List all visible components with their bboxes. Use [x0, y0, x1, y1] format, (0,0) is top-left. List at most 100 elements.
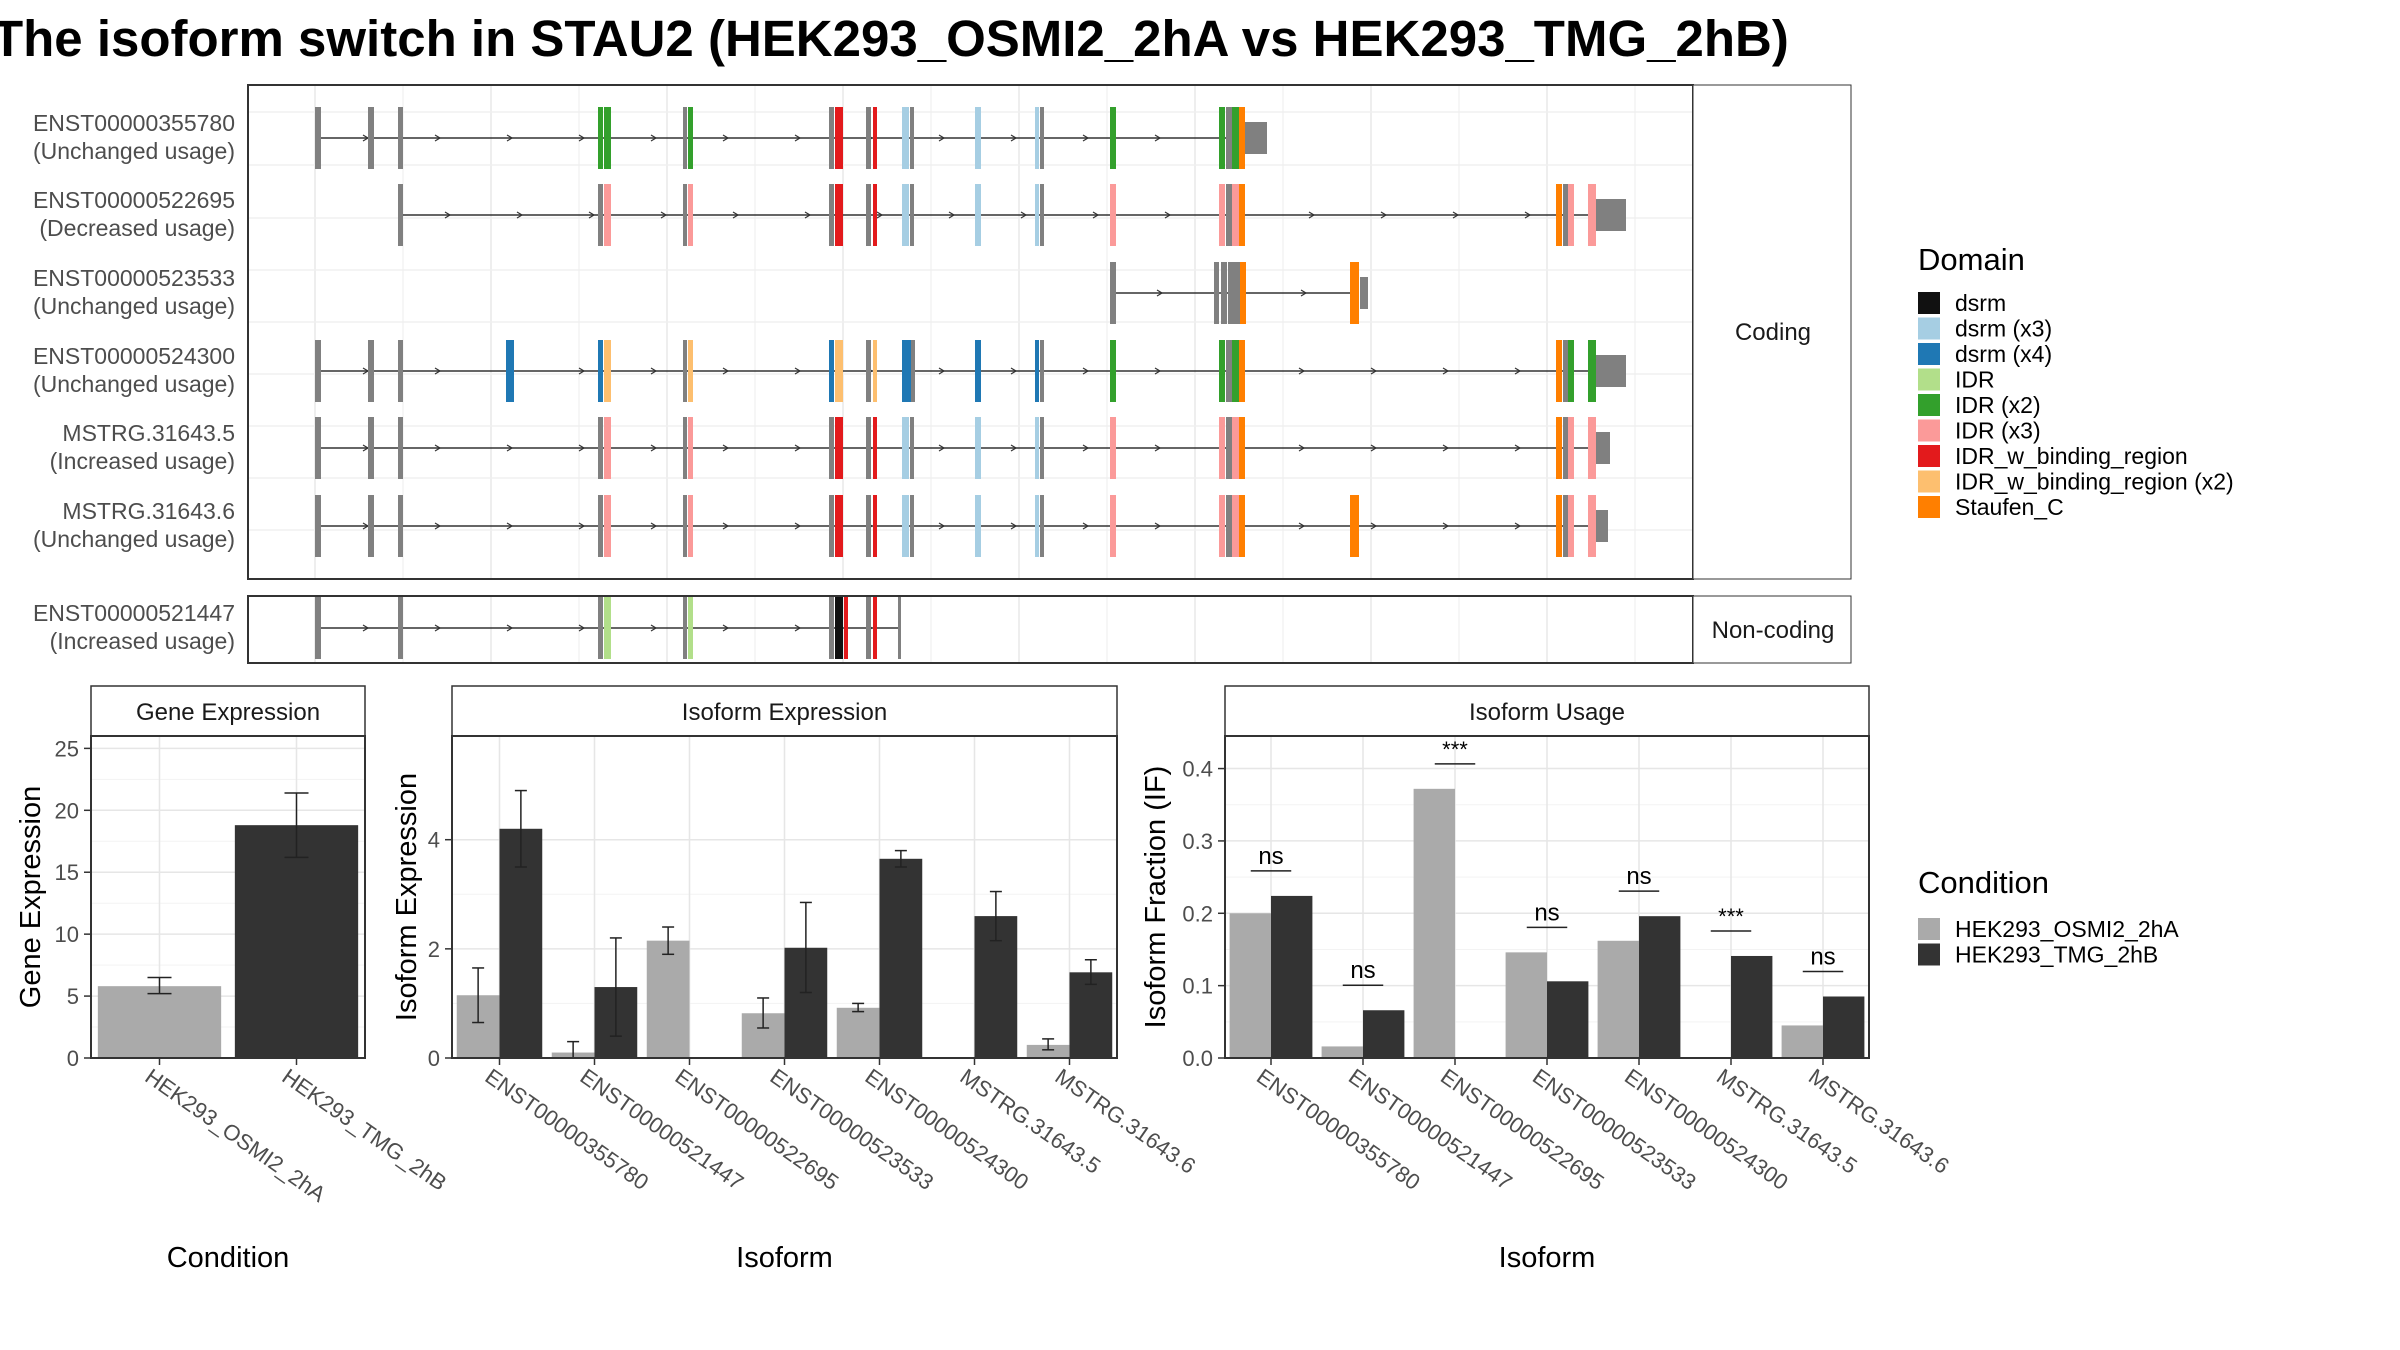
exon-block	[688, 107, 693, 169]
direction-arrow	[1370, 444, 1378, 452]
exon-block	[315, 417, 321, 479]
x-tick-label: ENST00000355780	[1252, 1064, 1425, 1195]
direction-arrow	[1154, 522, 1162, 530]
panel-frame	[90, 735, 366, 1059]
exon-block	[1360, 277, 1368, 309]
significance-label: ns	[1258, 843, 1283, 870]
direction-arrow	[1298, 367, 1306, 375]
exon-block	[829, 495, 834, 557]
exon-block	[604, 495, 611, 557]
exon-block	[873, 107, 877, 169]
y-axis-title: Isoform Fraction (IF)	[1140, 766, 1172, 1029]
significance-label: ***	[1442, 737, 1468, 762]
exon-block	[1568, 340, 1574, 402]
exon-block	[1588, 417, 1596, 479]
exon-block	[1245, 122, 1267, 154]
x-tick-label: ENST00000522695	[1436, 1064, 1609, 1195]
direction-arrow	[794, 134, 802, 142]
direction-arrow	[794, 522, 802, 530]
exon-block	[1568, 495, 1574, 557]
exon-block	[975, 340, 981, 402]
direction-arrow	[722, 367, 730, 375]
significance-label: ns	[1534, 899, 1559, 926]
legend-key	[1918, 470, 1940, 493]
direction-arrow	[722, 522, 730, 530]
direction-arrow	[722, 624, 730, 632]
structure-noncoding-panel: Non-coding ENST00000521447(Increased usa…	[33, 595, 1852, 664]
exon-block	[873, 184, 877, 246]
exon-block	[1350, 495, 1359, 557]
legend-label: dsrm (x3)	[1955, 316, 2052, 342]
isoform-usage-chart: Isoform Usage ns ns *** ns ns *** ns 0.0 0.1 0.2 0.…	[1140, 685, 1954, 1274]
exon-block	[398, 340, 403, 402]
exon-block	[1234, 262, 1240, 324]
exon-block	[598, 495, 603, 557]
transcript-id-label: ENST00000524300	[33, 343, 235, 369]
exon-block	[604, 417, 611, 479]
legend-key	[1918, 368, 1940, 391]
exon-block	[1232, 107, 1239, 169]
bar	[1321, 1046, 1363, 1058]
coding-strip-label: Coding	[1735, 319, 1811, 346]
y-tick-label: 2	[428, 937, 440, 962]
transcript-usage-label: (Unchanged usage)	[33, 138, 235, 164]
exon-block	[1035, 340, 1039, 402]
transcript-usage-label: (Decreased usage)	[39, 215, 235, 241]
x-tick-label: ENST00000355780	[481, 1064, 654, 1195]
exon-block	[1239, 495, 1245, 557]
exon-block	[683, 107, 687, 169]
exon-block	[1556, 184, 1562, 246]
direction-arrow	[650, 624, 658, 632]
exon-block	[683, 417, 687, 479]
direction-arrow	[1010, 134, 1018, 142]
y-tick-label: 0.3	[1182, 829, 1213, 854]
direction-arrow	[1514, 522, 1522, 530]
bar	[234, 825, 359, 1058]
exon-block	[829, 184, 834, 246]
coding-labels: ENST00000355780(Unchanged usage)ENST0000…	[33, 110, 235, 552]
condition-legend-title: Condition	[1918, 865, 2049, 900]
legend-label: IDR (x2)	[1955, 392, 2041, 418]
exon-block	[829, 107, 834, 169]
legend-label: dsrm (x4)	[1955, 341, 2052, 367]
direction-arrow	[1164, 211, 1172, 219]
exon-block	[902, 495, 909, 557]
exon-block	[688, 597, 693, 659]
coding-strip	[1692, 84, 1852, 580]
exon-block	[975, 495, 981, 557]
exon-block	[604, 184, 611, 246]
bar	[97, 986, 222, 1058]
y-tick-label: 10	[55, 922, 79, 947]
bar	[1823, 996, 1865, 1058]
direction-arrow	[1010, 522, 1018, 530]
direction-arrow	[506, 624, 514, 632]
exon-block	[898, 597, 901, 659]
exon-block	[315, 107, 321, 169]
exon-block	[1239, 184, 1245, 246]
exon-block	[368, 417, 374, 479]
direction-arrow	[650, 522, 658, 530]
bar	[1781, 1025, 1823, 1058]
panel-strip	[1224, 685, 1870, 737]
direction-arrow	[948, 211, 956, 219]
y-tick-label: 15	[55, 860, 79, 885]
exon-block	[1226, 107, 1232, 169]
direction-arrow	[1082, 522, 1090, 530]
exon-block	[829, 417, 834, 479]
noncoding-panel-frame	[247, 595, 1694, 664]
structure-coding-panel: Coding ENST00000355780(Unchanged usage)E…	[33, 84, 1852, 580]
significance-label: ns	[1810, 943, 1835, 970]
exon-block	[315, 340, 321, 402]
bar	[1413, 788, 1455, 1058]
legend-label: HEK293_TMG_2hB	[1955, 942, 2158, 968]
exon-block	[315, 495, 321, 557]
x-tick-label: ENST00000522695	[671, 1064, 844, 1195]
exon-block	[1110, 262, 1116, 324]
significance-label: ns	[1626, 863, 1651, 890]
y-tick-label: 5	[67, 984, 79, 1009]
exon-block	[1214, 262, 1219, 324]
direction-arrow	[1380, 211, 1388, 219]
direction-arrow	[578, 624, 586, 632]
exon-block	[598, 340, 603, 402]
direction-arrow	[1156, 289, 1164, 297]
